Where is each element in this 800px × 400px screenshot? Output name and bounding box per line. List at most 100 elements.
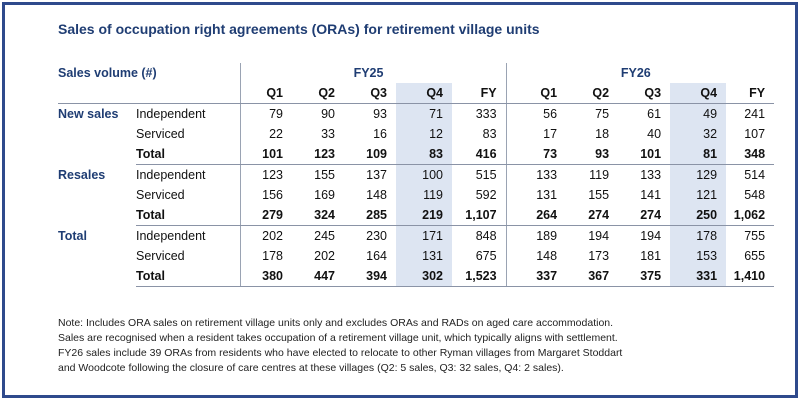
table-cell: 416: [452, 144, 507, 165]
table-cell: 101: [618, 144, 671, 165]
table-cell: 274: [618, 205, 671, 226]
table-cell: 155: [588, 188, 610, 202]
table-cell: 32: [670, 124, 727, 144]
table-cell: 447: [292, 266, 344, 287]
table-cell: 131: [505, 185, 567, 205]
table-cell: 133: [505, 164, 567, 185]
table-cell: 348: [726, 144, 775, 165]
table-cell: 123: [239, 164, 292, 185]
table-row: Total 101 123 109 83 416 73 93 101 81 348: [58, 144, 775, 165]
table-cell: 101: [239, 144, 292, 165]
table-cell: 121: [670, 185, 727, 205]
table-cell: 148: [366, 188, 387, 202]
quarter-header-fy26-q2: Q2: [566, 83, 619, 104]
page-title: Sales of occupation right agreements (OR…: [58, 21, 540, 37]
table-cell: 33: [321, 127, 335, 141]
group-label: Total: [58, 228, 87, 243]
year-header-fy25: FY25: [239, 63, 507, 83]
table-cell: 79: [239, 103, 292, 124]
quarter-header-fy26-q1: Q1: [505, 83, 567, 104]
table-cell: 131: [396, 246, 452, 266]
table-cell: 75: [595, 107, 610, 121]
table-cell: 164: [366, 249, 387, 263]
table-cell: 83: [482, 127, 497, 141]
table-cell: 194: [588, 229, 610, 243]
table-cell: 1,410: [726, 266, 775, 287]
table-cell: 189: [505, 225, 567, 246]
table-cell: 515: [475, 168, 497, 182]
table-row: New sales Independent 79 90 93 71 333 56 75 61 49 2…: [58, 103, 774, 124]
table-cell: 333: [475, 107, 497, 121]
table-cell: 148: [505, 246, 567, 266]
table-cell: 219: [396, 205, 452, 226]
table-row: Serviced 156 169 148 119 592 131 155 141 121 548: [58, 185, 774, 205]
table-cell: 848: [475, 229, 497, 243]
table-cell: 56: [505, 103, 567, 124]
row-label: Total: [136, 266, 240, 287]
row-label: Serviced: [136, 249, 185, 263]
table-cell: 202: [314, 249, 335, 263]
row-label: Serviced: [136, 127, 185, 141]
table-cell: 178: [239, 246, 292, 266]
footnote: Note: Includes ORA sales on retirement v…: [58, 316, 778, 376]
table-cell: 73: [505, 144, 567, 165]
table-cell: 380: [239, 266, 292, 287]
footnote-line: FY26 sales include 39 ORAs from resident…: [58, 347, 623, 359]
row-label: Independent: [136, 107, 206, 121]
table-cell: 12: [396, 124, 452, 144]
table-cell: 279: [239, 205, 292, 226]
row-label: Total: [136, 205, 240, 226]
table-cell: 241: [744, 107, 766, 121]
table-cell: 141: [640, 188, 662, 202]
quarter-header-fy25-q1: Q1: [239, 83, 292, 104]
table-cell: 202: [239, 225, 292, 246]
quarter-header-fy26-q4: Q4: [670, 83, 727, 104]
table-row: Serviced 178 202 164 131 675 148 173 181 153 655: [58, 246, 774, 266]
table-cell: 264: [505, 205, 567, 226]
table-cell: 285: [344, 205, 396, 226]
quarter-header-fy25-q4: Q4: [396, 83, 452, 104]
quarter-header-fy25-q3: Q3: [344, 83, 396, 104]
group-label: Resales: [58, 167, 106, 182]
table-cell: 169: [314, 188, 335, 202]
quarter-header-fy26-q3: Q3: [618, 83, 671, 104]
sales-table: Sales volume (#) FY25 FY26 Q1 Q2 Q3 Q4 FY Q1 Q…: [58, 63, 775, 287]
footnote-line: and Woodcote following the closure of ca…: [58, 362, 564, 374]
table-row: Resales Independent 123 155 137 100 515 133 119 1…: [58, 164, 774, 185]
table-cell: 109: [344, 144, 396, 165]
table-cell: 367: [566, 266, 619, 287]
table-row: Total Independent 202 245 230 171 848 189 194 194…: [58, 225, 774, 246]
table-cell: 755: [744, 229, 766, 243]
quarter-header-fy25-fy: FY: [452, 83, 507, 104]
table-cell: 123: [292, 144, 344, 165]
table-cell: 49: [670, 103, 727, 124]
table-cell: 514: [744, 168, 766, 182]
table-cell: 71: [396, 103, 452, 124]
table-cell: 274: [566, 205, 619, 226]
table-cell: 302: [396, 266, 452, 287]
header-row-years: Sales volume (#) FY25 FY26: [58, 63, 775, 83]
table-cell: 61: [647, 107, 662, 121]
table-cell: 394: [344, 266, 396, 287]
table-row: Total 380 447 394 302 1,523 337 367 375 331 1,410: [58, 266, 775, 287]
table-cell: 1,107: [452, 205, 507, 226]
year-header-fy26: FY26: [505, 63, 775, 83]
table-cell: 129: [670, 164, 727, 185]
table-cell: 156: [239, 185, 292, 205]
footnote-line: Sales are recognised when a resident tak…: [58, 332, 618, 344]
row-label: Total: [136, 144, 240, 165]
table-row: Total 279 324 285 219 1,107 264 274 274 250 1,062: [58, 205, 775, 226]
table-cell: 1,523: [452, 266, 507, 287]
table-cell: 548: [744, 188, 766, 202]
table-cell: 181: [640, 249, 662, 263]
table-cell: 22: [239, 124, 292, 144]
row-label: Independent: [136, 229, 206, 243]
sales-volume-header: Sales volume (#): [58, 66, 157, 80]
row-label: Independent: [136, 168, 206, 182]
table-cell: 17: [505, 124, 567, 144]
table-cell: 93: [373, 107, 387, 121]
table-cell: 137: [366, 168, 387, 182]
table-cell: 250: [670, 205, 727, 226]
table-cell: 675: [475, 249, 497, 263]
